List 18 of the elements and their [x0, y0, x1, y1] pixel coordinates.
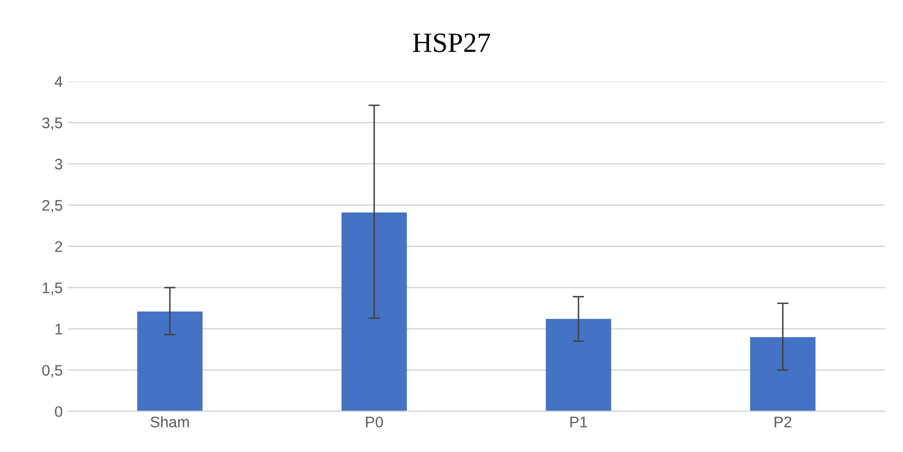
bar: [546, 318, 612, 412]
x-tick-label: P1: [570, 416, 588, 428]
y-tick-label: 1: [56, 324, 62, 334]
bar: [137, 312, 203, 412]
y-tick-label: 3: [54, 158, 62, 170]
y-tick-label: 2,5: [42, 200, 62, 213]
y-tick-label: 2: [55, 241, 62, 252]
chart-title: HSP27: [412, 33, 490, 52]
y-tick-label: 3,5: [42, 117, 62, 130]
y-tick-label: 1,5: [42, 282, 62, 296]
y-tick-label: 0: [54, 406, 62, 418]
x-tick-label: Sham: [150, 416, 189, 428]
y-tick-label: 0,5: [42, 364, 62, 378]
x-tick-label: P2: [774, 416, 792, 428]
x-tick-label: P0: [366, 416, 383, 428]
y-tick-label: 4: [54, 76, 62, 87]
bar: [341, 212, 407, 412]
bar: [750, 337, 816, 412]
